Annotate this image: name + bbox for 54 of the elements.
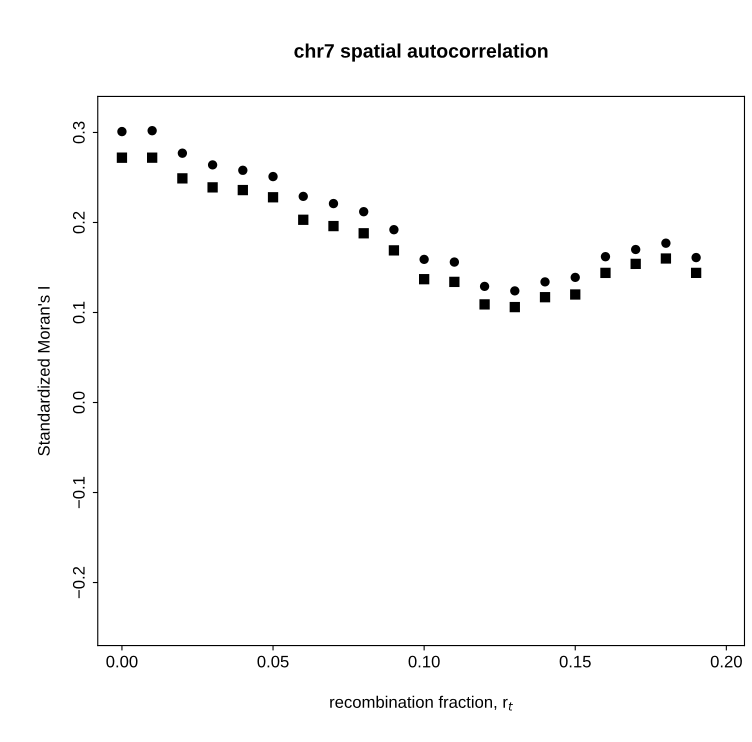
point <box>238 184 248 196</box>
point <box>660 253 672 264</box>
point <box>177 173 188 184</box>
x-tick-label: 0.15 <box>560 656 591 668</box>
point <box>600 268 611 278</box>
point <box>449 276 460 288</box>
point <box>207 182 218 193</box>
point <box>690 268 702 278</box>
point <box>268 172 278 182</box>
point <box>661 238 671 248</box>
x-tick-label: 0.05 <box>257 656 289 668</box>
point <box>358 228 369 238</box>
point <box>510 302 520 312</box>
y-tick-label: 0.2 <box>72 212 85 234</box>
point <box>479 299 490 310</box>
x-tick-label: 0.10 <box>408 656 440 668</box>
point <box>148 126 157 136</box>
point <box>178 148 188 158</box>
point <box>389 225 399 234</box>
point <box>117 126 127 136</box>
y-tick-label: 0.1 <box>72 302 85 324</box>
x-axis-title: recombination fraction, r$_{t}$ <box>330 696 513 711</box>
point <box>540 277 550 287</box>
point <box>418 274 430 284</box>
point <box>570 272 580 282</box>
point <box>570 289 580 300</box>
y-axis-title: Standardized Moran's I <box>38 287 50 456</box>
point <box>147 152 158 163</box>
point <box>298 214 308 225</box>
point <box>268 192 278 202</box>
point <box>238 166 248 175</box>
point <box>328 220 339 232</box>
point <box>419 254 429 264</box>
y-tick-label: −0.2 <box>72 566 85 598</box>
point <box>208 160 218 170</box>
y-tick-label: −0.1 <box>72 476 85 508</box>
point <box>630 258 641 270</box>
point <box>116 152 128 163</box>
point <box>691 252 701 262</box>
y-tick-label: 0.3 <box>72 122 85 144</box>
point <box>388 245 400 256</box>
point <box>540 292 550 302</box>
x-tick-label: 0.20 <box>710 656 742 668</box>
y-tick-label: 0.0 <box>72 392 85 414</box>
point <box>631 244 640 254</box>
point <box>328 198 338 208</box>
chart-title: chr7 spatial autocorrelation <box>294 43 548 62</box>
point <box>450 257 460 267</box>
point <box>298 192 308 202</box>
point <box>600 252 610 262</box>
point <box>359 207 368 216</box>
x-tick-label: 0.00 <box>106 656 138 668</box>
point <box>480 282 490 292</box>
point <box>510 286 520 296</box>
